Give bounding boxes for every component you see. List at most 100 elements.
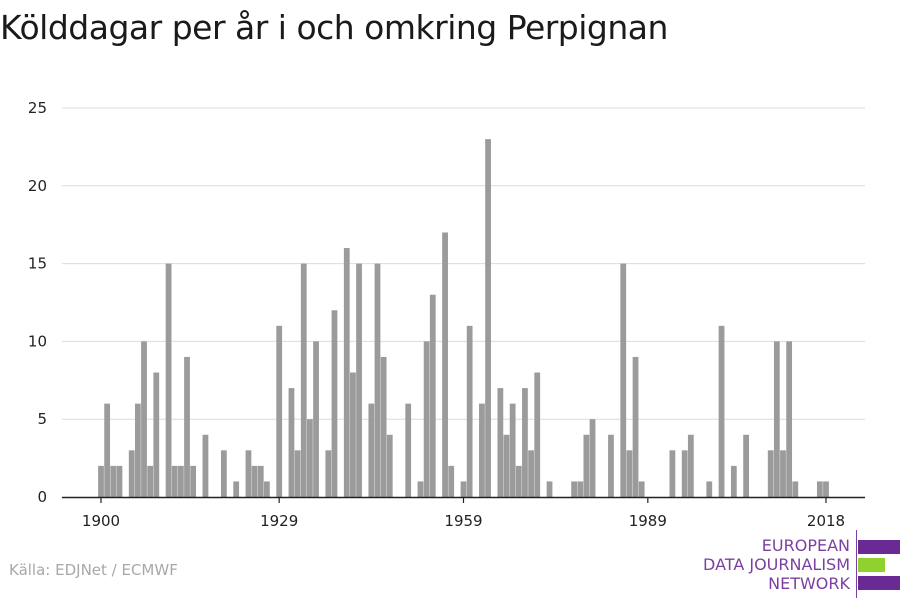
bar-1938[interactable] <box>331 310 338 497</box>
y-tick-label: 10 <box>28 332 47 350</box>
bar-1915[interactable] <box>190 465 197 497</box>
bar-1901[interactable] <box>104 403 111 497</box>
bar-1985[interactable] <box>620 263 627 497</box>
bar-1929[interactable] <box>276 325 283 497</box>
source-note: Källa: EDJNet / ECMWF <box>9 561 178 579</box>
bar-2013[interactable] <box>792 481 799 497</box>
bar-1947[interactable] <box>386 434 393 497</box>
bar-2001[interactable] <box>718 325 725 497</box>
bar-1924[interactable] <box>245 450 252 497</box>
bar-1937[interactable] <box>325 450 332 497</box>
bar-chart: 0 5 10 15 20 25 1900 1929 1959 1989 2018 <box>28 99 865 530</box>
logo-line-2: DATA JOURNALISM <box>703 555 850 574</box>
bar-1917[interactable] <box>202 434 209 497</box>
bar-1932[interactable] <box>294 450 301 497</box>
bar-1927[interactable] <box>264 481 270 497</box>
bar-1920[interactable] <box>220 450 227 497</box>
bar-2018[interactable] <box>823 481 829 497</box>
logo-bar-green <box>858 558 885 572</box>
bar-1966[interactable] <box>503 434 510 497</box>
bar-2010[interactable] <box>773 341 780 497</box>
chart-title: Kölddagar per år i och omkring Perpignan <box>0 8 668 47</box>
logo-divider <box>856 530 857 598</box>
bar-1945[interactable] <box>374 263 381 497</box>
bar-1953[interactable] <box>423 341 430 497</box>
bar-1954[interactable] <box>429 294 436 497</box>
bar-1969[interactable] <box>522 388 528 497</box>
bar-1980[interactable] <box>589 419 596 497</box>
y-tick-label: 0 <box>37 488 47 506</box>
bar-1913[interactable] <box>177 465 184 497</box>
y-tick-label: 25 <box>28 99 47 117</box>
bar-1995[interactable] <box>681 450 688 497</box>
y-tick-label: 5 <box>37 410 47 428</box>
x-tick-label: 1959 <box>444 512 482 530</box>
bar-1946[interactable] <box>380 356 387 497</box>
x-tick-label: 1989 <box>629 512 667 530</box>
bar-1979[interactable] <box>583 434 590 497</box>
x-tick-label: 1929 <box>260 512 298 530</box>
bar-1908[interactable] <box>147 465 154 497</box>
bar-1926[interactable] <box>257 465 264 497</box>
bar-1957[interactable] <box>448 465 455 497</box>
bar-2003[interactable] <box>730 465 737 497</box>
bar-2012[interactable] <box>786 341 793 497</box>
bar-1960[interactable] <box>466 325 473 497</box>
bar-1912[interactable] <box>171 465 178 497</box>
bar-1959[interactable] <box>460 481 467 497</box>
bar-1906[interactable] <box>134 403 141 497</box>
bar-1934[interactable] <box>307 419 313 497</box>
bar-1988[interactable] <box>638 481 645 497</box>
bar-1983[interactable] <box>608 434 614 497</box>
bar-1968[interactable] <box>515 465 522 497</box>
bar-1956[interactable] <box>442 232 448 498</box>
bar-1942[interactable] <box>356 263 362 497</box>
logo-line-3: NETWORK <box>768 574 850 593</box>
bar-1978[interactable] <box>577 481 584 497</box>
bar-1962[interactable] <box>479 403 485 497</box>
bar-1950[interactable] <box>405 403 412 497</box>
bar-1900[interactable] <box>98 465 104 497</box>
bar-1971[interactable] <box>534 372 541 497</box>
bar-1987[interactable] <box>632 356 639 497</box>
bar-2011[interactable] <box>780 450 786 497</box>
bar-1973[interactable] <box>546 481 553 497</box>
bar-1952[interactable] <box>417 481 424 497</box>
bar-1944[interactable] <box>368 403 375 497</box>
bar-1999[interactable] <box>706 481 713 497</box>
bar-1907[interactable] <box>141 341 147 497</box>
x-tick-label: 2018 <box>807 512 845 530</box>
bar-1940[interactable] <box>343 248 350 497</box>
bar-1914[interactable] <box>184 356 190 497</box>
bar-1911[interactable] <box>165 263 172 497</box>
logo-bar-purple-top <box>858 540 900 554</box>
bar-1941[interactable] <box>350 372 356 497</box>
x-tick-label: 1900 <box>82 512 120 530</box>
bar-1933[interactable] <box>300 263 307 497</box>
bar-1905[interactable] <box>128 450 135 497</box>
logo-bar-purple-bottom <box>858 576 900 590</box>
bar-2005[interactable] <box>743 434 750 497</box>
bar-1963[interactable] <box>485 139 491 497</box>
bar-1993[interactable] <box>669 450 676 497</box>
bar-1996[interactable] <box>687 434 694 497</box>
bars <box>98 139 829 498</box>
gridlines <box>62 107 865 420</box>
bar-1977[interactable] <box>571 481 577 497</box>
bar-1909[interactable] <box>153 372 160 497</box>
bar-1931[interactable] <box>288 388 295 497</box>
y-tick-label: 15 <box>28 255 47 273</box>
bar-1903[interactable] <box>116 465 123 497</box>
bar-1967[interactable] <box>509 403 516 497</box>
bar-1935[interactable] <box>313 341 319 497</box>
bar-1965[interactable] <box>497 388 504 497</box>
bar-1970[interactable] <box>528 450 534 497</box>
bar-2017[interactable] <box>816 481 823 497</box>
bar-1925[interactable] <box>251 465 258 497</box>
logo-line-1: EUROPEAN <box>761 536 850 555</box>
bar-1902[interactable] <box>110 465 117 497</box>
bar-1986[interactable] <box>626 450 633 497</box>
bar-2009[interactable] <box>767 450 774 497</box>
bar-1922[interactable] <box>233 481 240 497</box>
edjnet-logo[interactable]: EUROPEAN DATA JOURNALISM NETWORK <box>700 530 900 598</box>
